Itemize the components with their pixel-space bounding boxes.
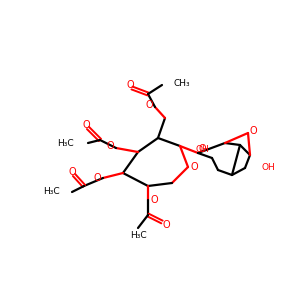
Text: OH: OH (195, 146, 209, 154)
Text: O: O (126, 80, 134, 90)
Text: H₃C: H₃C (57, 139, 74, 148)
Text: H₃C: H₃C (130, 230, 146, 239)
Text: O: O (249, 126, 257, 136)
Text: O: O (106, 141, 114, 151)
Text: H₃C: H₃C (44, 188, 60, 196)
Text: O: O (198, 144, 206, 154)
Text: O: O (145, 100, 153, 110)
Text: O: O (150, 195, 158, 205)
Text: O: O (93, 173, 101, 183)
Text: O: O (190, 162, 198, 172)
Text: O: O (82, 120, 90, 130)
Text: OH: OH (261, 164, 275, 172)
Text: CH₃: CH₃ (174, 79, 190, 88)
Text: O: O (162, 220, 170, 230)
Text: O: O (68, 167, 76, 177)
